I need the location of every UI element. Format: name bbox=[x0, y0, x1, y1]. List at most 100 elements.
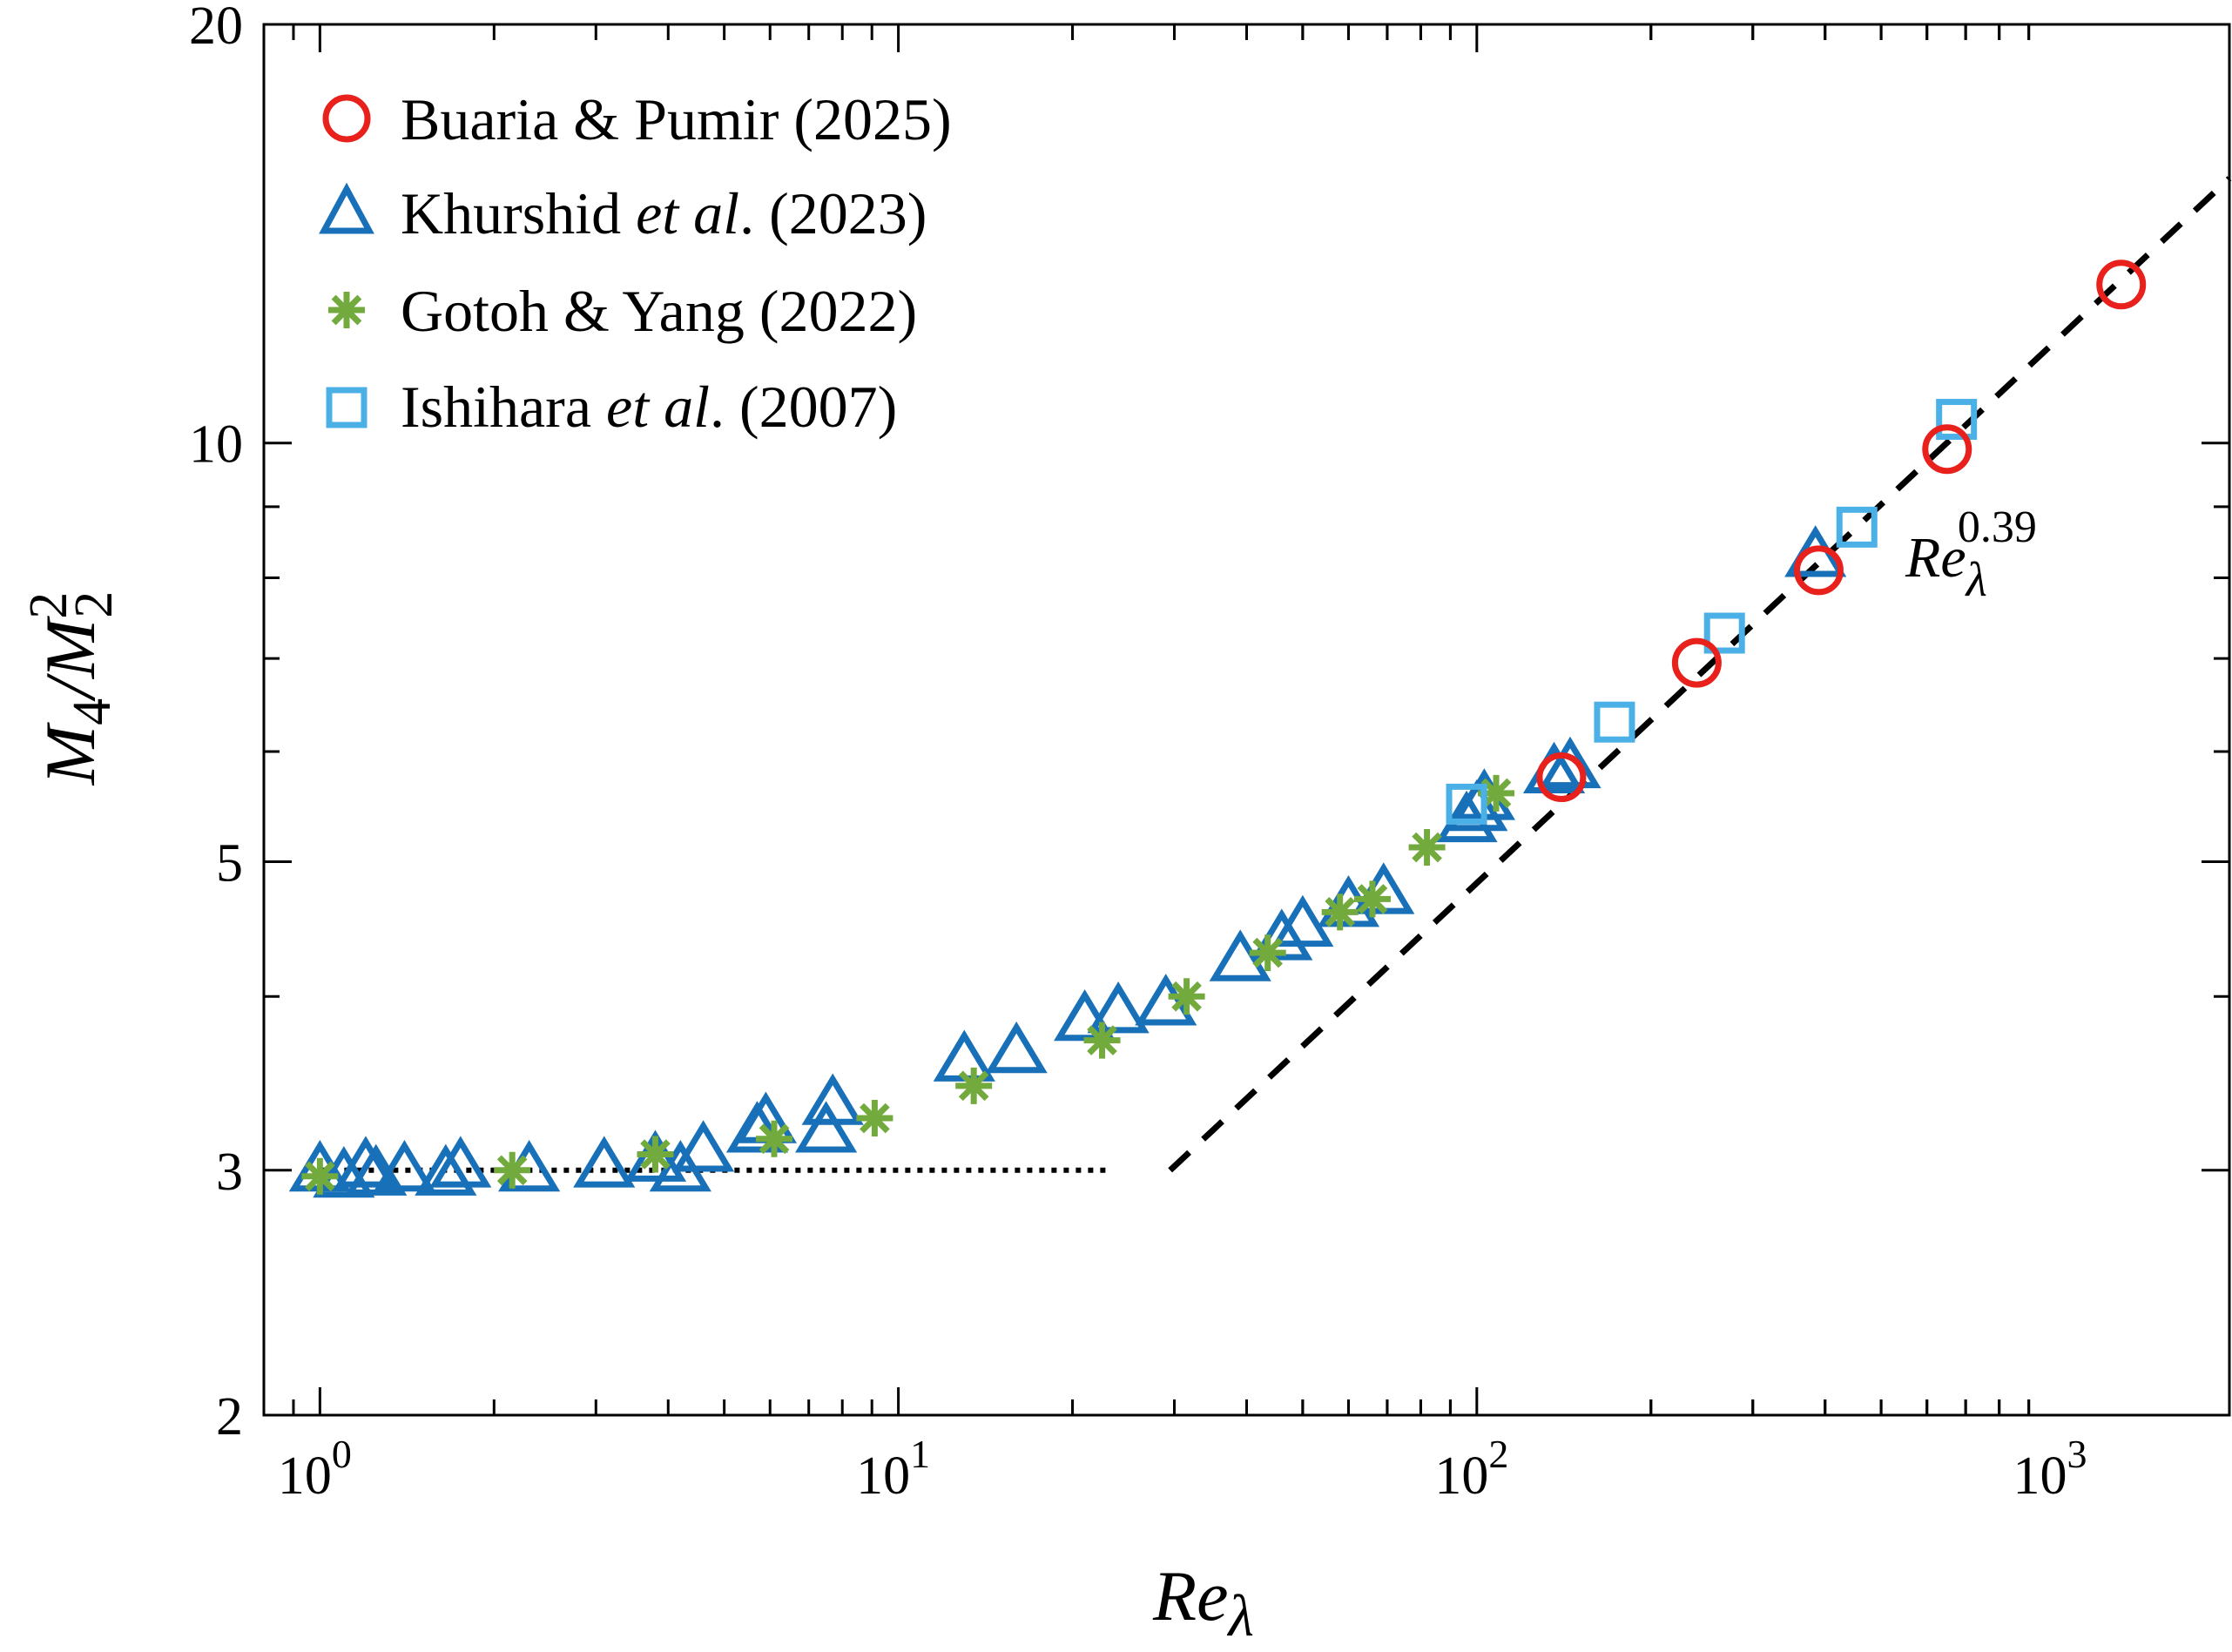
asterisk-stroke bbox=[958, 1070, 989, 1102]
data-point-square bbox=[1703, 612, 1745, 654]
data-point-triangle bbox=[334, 1136, 397, 1188]
data-point-circle bbox=[2096, 260, 2147, 310]
x-tick-label-exp: 3 bbox=[2067, 1432, 2087, 1476]
x-tick-label-base: 10 bbox=[2013, 1446, 2067, 1506]
x-tick-label: 103 bbox=[2013, 1432, 2087, 1506]
y-tick-label: 3 bbox=[216, 1143, 243, 1202]
y-tick-label: 5 bbox=[216, 833, 243, 893]
data-point-asterisk bbox=[301, 1157, 339, 1195]
legend-marker-circle bbox=[322, 94, 371, 143]
data-point-square bbox=[1836, 506, 1878, 548]
series-circle bbox=[1536, 260, 2147, 803]
legend-label-ishihara-b: et al bbox=[606, 374, 710, 440]
x-tick-label: 101 bbox=[856, 1432, 930, 1506]
data-point-circle bbox=[1536, 752, 1587, 803]
legend: Buaria & Pumir (2025) Khurshid et al. (2… bbox=[319, 86, 952, 440]
annotation-sup: 0.39 bbox=[1958, 502, 2037, 552]
data-point-triangle bbox=[985, 1021, 1048, 1074]
legend-label-khurshid-a: Khurshid bbox=[401, 180, 636, 246]
annotation-sub: λ bbox=[1965, 553, 1987, 607]
asterisk-stroke bbox=[496, 1155, 528, 1186]
data-point-triangle bbox=[415, 1143, 477, 1196]
data-point-asterisk bbox=[1408, 829, 1446, 866]
x-tick-label-exp: 2 bbox=[1488, 1432, 1508, 1476]
x-tick-label-base: 10 bbox=[1434, 1446, 1488, 1506]
asterisk-stroke bbox=[1252, 937, 1284, 968]
y-axis-title-m2: M bbox=[30, 615, 110, 679]
legend-label-khurshid-b: et al bbox=[636, 180, 739, 246]
asterisk-stroke bbox=[1325, 896, 1356, 927]
y-axis-title-m4: M bbox=[30, 721, 110, 786]
x-tick-label-exp: 0 bbox=[332, 1432, 352, 1476]
data-point-circle bbox=[1671, 637, 1722, 688]
asterisk-stroke bbox=[1480, 778, 1512, 809]
asterisk-stroke bbox=[640, 1139, 671, 1170]
data-point-triangle bbox=[801, 1073, 864, 1125]
legend-item-ishihara: Ishihara et al. (2007) bbox=[326, 374, 897, 440]
y-axis-title-m2-sub: 2 bbox=[64, 591, 124, 618]
y-axis-title-m2-sup: 2 bbox=[19, 592, 78, 619]
legend-marker-triangle bbox=[319, 182, 374, 234]
x-tick-label-exp: 1 bbox=[910, 1432, 930, 1476]
x-tick-label-base: 10 bbox=[856, 1446, 910, 1506]
data-point-asterisk bbox=[1249, 934, 1286, 972]
data-point-circle bbox=[1922, 424, 1972, 475]
data-point-square bbox=[1594, 701, 1635, 743]
legend-label-ishihara: Ishihara et al. (2007) bbox=[401, 374, 897, 440]
legend-asterisk-glyph bbox=[328, 292, 365, 328]
legend-marker-asterisk bbox=[328, 292, 365, 328]
asterisk-stroke bbox=[1087, 1025, 1117, 1055]
legend-label-khurshid-c: . (2023) bbox=[739, 180, 927, 246]
y-tick-label: 2 bbox=[216, 1387, 243, 1446]
asterisk-stroke bbox=[1171, 981, 1202, 1012]
series-square bbox=[1446, 399, 1978, 825]
legend-label-ishihara-c: . (2007) bbox=[710, 374, 897, 440]
data-point-triangle bbox=[429, 1136, 492, 1188]
data-point-circle bbox=[1793, 545, 1844, 596]
reference-line-dashed bbox=[1168, 176, 2232, 1173]
legend-item-buaria: Buaria & Pumir (2025) bbox=[322, 86, 952, 152]
series-asterisk bbox=[301, 774, 1515, 1195]
data-point-asterisk bbox=[955, 1067, 993, 1104]
data-point-asterisk bbox=[1083, 1022, 1121, 1059]
legend-label-gotoh-text: Gotoh & Yang (2022) bbox=[401, 278, 917, 344]
legend-label-khurshid: Khurshid et al. (2023) bbox=[401, 180, 927, 246]
asterisk-stroke bbox=[759, 1123, 790, 1155]
series-triangle bbox=[288, 525, 1847, 1198]
y-axis-title-m4-sub: 4 bbox=[63, 698, 122, 725]
x-axis-title-base: Re bbox=[1152, 1556, 1228, 1635]
data-point-triangle bbox=[573, 1136, 636, 1188]
data-point-asterisk bbox=[1353, 880, 1391, 918]
scaling-annotation: Reλ0.39 bbox=[1905, 502, 2037, 607]
asterisk-stroke bbox=[860, 1102, 890, 1134]
asterisk-stroke bbox=[1412, 832, 1442, 863]
data-point-triangle bbox=[1087, 981, 1150, 1034]
data-point-asterisk bbox=[1321, 893, 1359, 931]
data-point-square bbox=[1446, 783, 1487, 825]
asterisk-stroke bbox=[305, 1161, 335, 1192]
legend-marker-square bbox=[326, 387, 368, 428]
annotation-base: Re bbox=[1905, 526, 1966, 590]
y-tick-label: 10 bbox=[189, 415, 243, 475]
y-tick-label: 20 bbox=[189, 0, 243, 56]
legend-label-gotoh: Gotoh & Yang (2022) bbox=[401, 278, 917, 344]
x-tick-label-base: 10 bbox=[278, 1446, 332, 1506]
x-axis-title: Reλ bbox=[1152, 1556, 1254, 1649]
data-point-square bbox=[1936, 399, 1978, 441]
legend-label-ishihara-a: Ishihara bbox=[401, 374, 606, 440]
legend-label-buaria-text: Buaria & Pumir (2025) bbox=[401, 86, 952, 152]
asterisk-stroke bbox=[1357, 884, 1388, 914]
x-tick-label: 100 bbox=[278, 1432, 352, 1506]
data-point-triangle bbox=[373, 1139, 436, 1192]
data-point-asterisk bbox=[1478, 774, 1515, 812]
x-axis-title-sub: λ bbox=[1227, 1582, 1254, 1649]
y-axis-title: M4/M22 bbox=[19, 591, 124, 786]
data-point-triangle bbox=[1271, 894, 1334, 947]
data-point-asterisk bbox=[637, 1136, 674, 1173]
legend-label-buaria: Buaria & Pumir (2025) bbox=[401, 86, 952, 152]
data-point-asterisk bbox=[756, 1120, 793, 1157]
data-point-triangle bbox=[672, 1120, 735, 1172]
legend-item-gotoh: Gotoh & Yang (2022) bbox=[328, 278, 917, 344]
